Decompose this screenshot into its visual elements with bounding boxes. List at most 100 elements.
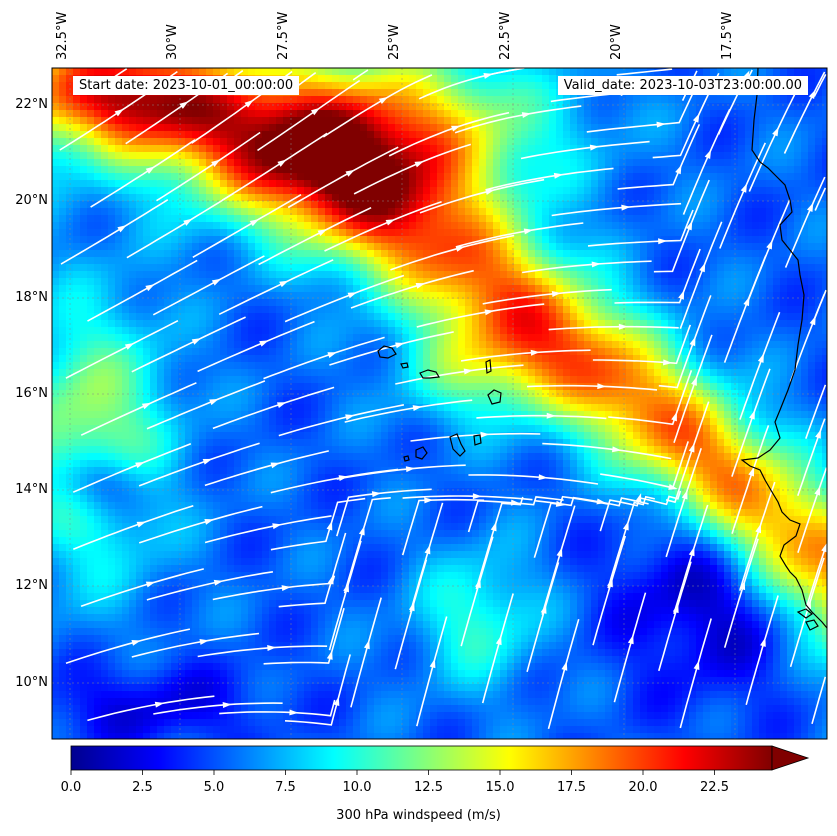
field-cell bbox=[556, 334, 564, 342]
field-cell bbox=[591, 201, 599, 209]
field-cell bbox=[101, 229, 109, 237]
field-cell bbox=[612, 264, 620, 272]
field-cell bbox=[192, 341, 200, 349]
field-cell bbox=[787, 110, 795, 118]
field-cell bbox=[430, 327, 438, 335]
field-cell bbox=[654, 313, 662, 321]
field-cell bbox=[640, 194, 648, 202]
field-cell bbox=[157, 96, 165, 104]
field-cell bbox=[640, 117, 648, 125]
field-cell bbox=[507, 201, 515, 209]
field-cell bbox=[409, 341, 417, 349]
field-cell bbox=[647, 152, 655, 160]
field-cell bbox=[87, 187, 95, 195]
field-cell bbox=[150, 96, 158, 104]
field-cell bbox=[269, 159, 277, 167]
field-cell bbox=[766, 313, 774, 321]
field-cell bbox=[577, 285, 585, 293]
field-cell bbox=[346, 131, 354, 139]
field-cell bbox=[675, 257, 683, 265]
field-cell bbox=[318, 250, 326, 258]
field-cell bbox=[374, 229, 382, 237]
field-cell bbox=[815, 194, 823, 202]
field-cell bbox=[136, 306, 144, 314]
field-cell bbox=[108, 173, 116, 181]
field-cell bbox=[451, 348, 459, 356]
field-cell bbox=[52, 180, 60, 188]
field-cell bbox=[724, 166, 732, 174]
field-cell bbox=[164, 243, 172, 251]
field-cell bbox=[213, 173, 221, 181]
field-cell bbox=[584, 173, 592, 181]
field-cell bbox=[276, 292, 284, 300]
field-cell bbox=[633, 159, 641, 167]
field-cell bbox=[486, 250, 494, 258]
field-cell bbox=[724, 250, 732, 258]
field-cell bbox=[311, 313, 319, 321]
field-cell bbox=[143, 187, 151, 195]
field-cell bbox=[199, 292, 207, 300]
field-cell bbox=[115, 264, 123, 272]
field-cell bbox=[213, 306, 221, 314]
field-cell bbox=[360, 257, 368, 265]
field-cell bbox=[731, 187, 739, 195]
field-cell bbox=[731, 243, 739, 251]
field-cell bbox=[94, 166, 102, 174]
field-cell bbox=[143, 376, 151, 384]
field-cell bbox=[122, 96, 130, 104]
field-cell bbox=[808, 299, 816, 307]
field-cell bbox=[437, 173, 445, 181]
field-cell bbox=[178, 159, 186, 167]
field-cell bbox=[556, 173, 564, 181]
field-cell bbox=[549, 236, 557, 244]
field-cell bbox=[269, 348, 277, 356]
field-cell bbox=[535, 320, 543, 328]
field-cell bbox=[164, 187, 172, 195]
field-cell bbox=[465, 327, 473, 335]
field-cell bbox=[542, 334, 550, 342]
field-cell bbox=[269, 334, 277, 342]
field-cell bbox=[129, 229, 137, 237]
field-cell bbox=[479, 152, 487, 160]
field-cell bbox=[157, 355, 165, 363]
field-cell bbox=[297, 103, 305, 111]
field-cell bbox=[724, 362, 732, 370]
field-cell bbox=[374, 110, 382, 118]
field-cell bbox=[339, 264, 347, 272]
field-cell bbox=[696, 222, 704, 230]
field-cell bbox=[199, 222, 207, 230]
field-cell bbox=[276, 96, 284, 104]
field-cell bbox=[283, 180, 291, 188]
field-cell bbox=[444, 348, 452, 356]
field-cell bbox=[493, 334, 501, 342]
field-cell bbox=[332, 229, 340, 237]
field-cell bbox=[661, 110, 669, 118]
field-cell bbox=[745, 264, 753, 272]
field-cell bbox=[619, 348, 627, 356]
field-cell bbox=[304, 292, 312, 300]
field-cell bbox=[752, 285, 760, 293]
field-cell bbox=[675, 243, 683, 251]
field-cell bbox=[108, 376, 116, 384]
field-cell bbox=[367, 215, 375, 223]
field-cell bbox=[780, 271, 788, 279]
field-cell bbox=[360, 306, 368, 314]
field-cell bbox=[395, 173, 403, 181]
field-cell bbox=[129, 103, 137, 111]
field-cell bbox=[367, 117, 375, 125]
field-cell bbox=[703, 68, 711, 76]
field-cell bbox=[745, 110, 753, 118]
field-cell bbox=[528, 299, 536, 307]
field-cell bbox=[689, 327, 697, 335]
field-cell bbox=[234, 299, 242, 307]
field-cell bbox=[409, 222, 417, 230]
field-cell bbox=[773, 257, 781, 265]
field-cell bbox=[465, 68, 473, 76]
field-cell bbox=[766, 68, 774, 76]
field-cell bbox=[766, 180, 774, 188]
field-cell bbox=[738, 152, 746, 160]
field-cell bbox=[542, 362, 550, 370]
field-cell bbox=[94, 187, 102, 195]
field-cell bbox=[423, 208, 431, 216]
field-cell bbox=[521, 187, 529, 195]
